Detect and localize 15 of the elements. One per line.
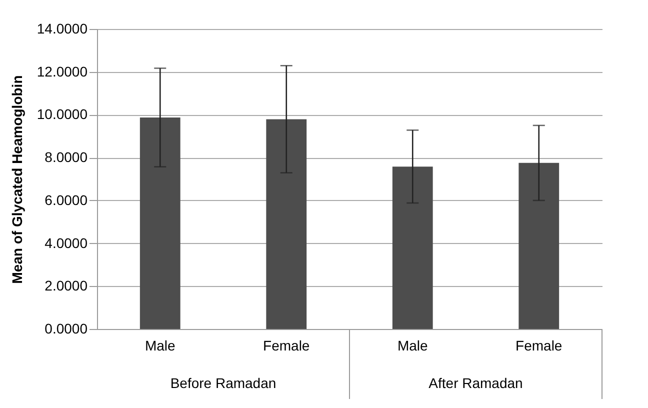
y-tick-label: 6.0000 — [44, 192, 88, 208]
text: After Ramadan — [428, 375, 523, 391]
y-tick-label: 4.0000 — [44, 234, 88, 251]
y-tick-label: 8.0000 — [44, 149, 88, 166]
y-tick-label: 0.0000 — [44, 320, 88, 336]
y-tick-label: 2.0000 — [44, 278, 88, 294]
x-tick-label: Male — [397, 338, 428, 354]
x-tick-label: Female — [516, 338, 562, 354]
x-tick-label: Female — [263, 338, 310, 354]
x-tick-label: Male — [144, 338, 176, 354]
y-axis-title: Mean of Glycated Heamoglobin — [8, 75, 25, 284]
y-tick-label: 10.0000 — [36, 106, 88, 122]
text: Before Ramadan — [170, 375, 276, 391]
y-tick-label: 14.0000 — [36, 20, 88, 36]
y-tick-label: 12.0000 — [36, 63, 88, 80]
